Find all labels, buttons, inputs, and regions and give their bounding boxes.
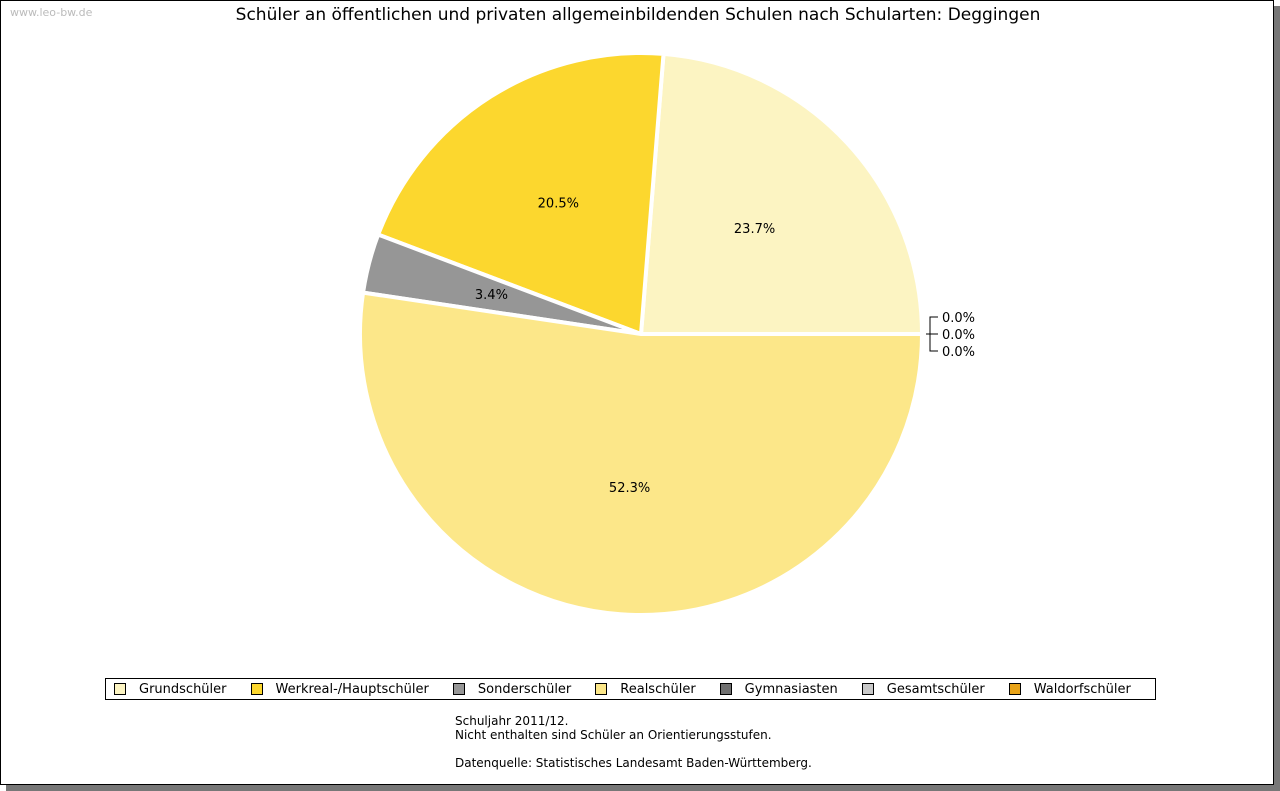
legend-swatch: [861, 683, 874, 695]
leader-line-waldorfsch-ler: [926, 333, 938, 352]
slice-realsch-ler: [358, 290, 925, 618]
legend-item-gesamtsch-ler: Gesamtschüler: [861, 681, 985, 697]
legend-swatch: [1008, 683, 1021, 695]
legend-item-realsch-ler: Realschüler: [595, 681, 696, 697]
legend-swatch: [452, 683, 465, 695]
legend: Grundschüler Werkreal-/Hauptschüler Sonder…: [105, 678, 1156, 700]
note-exclusion: Nicht enthalten sind Schüler an Orientie…: [455, 728, 772, 742]
notes: Schuljahr 2011/12. Nicht enthalten sind …: [455, 714, 812, 770]
legend-label: Realschüler: [620, 681, 696, 697]
legend-swatch: [595, 683, 608, 695]
legend-swatch: [719, 683, 732, 695]
legend-item-gymnasiasten: Gymnasiasten: [719, 681, 838, 697]
legend-label: Grundschüler: [139, 681, 227, 697]
watermark: www.leo-bw.de: [10, 6, 93, 19]
legend-item-grundsch-ler: Grundschüler: [114, 682, 227, 697]
note-year: Schuljahr 2011/12.: [455, 714, 569, 728]
slice-label-waldorfsch-ler: 0.0%: [942, 345, 975, 360]
legend-item-sondersch-ler: Sonderschüler: [452, 681, 572, 697]
chart-title: Schüler an öffentlichen und privaten all…: [235, 5, 1041, 25]
leader-line-gymnasiasten: [926, 316, 938, 335]
slice-label-gesamtsch-ler: 0.0%: [942, 328, 975, 343]
legend-label: Gymnasiasten: [744, 681, 838, 697]
slice-label-grundsch-ler: 23.7%: [734, 222, 775, 237]
legend-item-werkreal-hauptsch-ler: Werkreal-/Hauptschüler: [250, 681, 429, 697]
slice-label-realsch-ler: 52.3%: [609, 481, 650, 496]
legend-label: Waldorfschüler: [1033, 681, 1131, 697]
slice-werkreal-hauptsch-ler: [375, 51, 666, 337]
slice-label-gymnasiasten: 0.0%: [942, 311, 975, 326]
legend-swatch: [114, 683, 126, 695]
slice-label-sondersch-ler: 3.4%: [475, 288, 508, 303]
legend-swatch: [250, 683, 263, 695]
legend-item-waldorfsch-ler: Waldorfschüler: [1008, 681, 1131, 697]
pie-chart: 23.7% 20.5% 3.4% 52.3% 0.0% 0.0% 0.0%: [358, 51, 975, 618]
slice-label-werkreal-hauptsch-ler: 20.5%: [538, 196, 579, 211]
note-source: Datenquelle: Statistisches Landesamt Bad…: [455, 756, 812, 770]
legend-label: Sonderschüler: [477, 681, 572, 697]
legend-label: Werkreal-/Hauptschüler: [275, 681, 429, 697]
legend-label: Gesamtschüler: [886, 681, 985, 697]
slice-grundsch-ler: [638, 51, 925, 336]
